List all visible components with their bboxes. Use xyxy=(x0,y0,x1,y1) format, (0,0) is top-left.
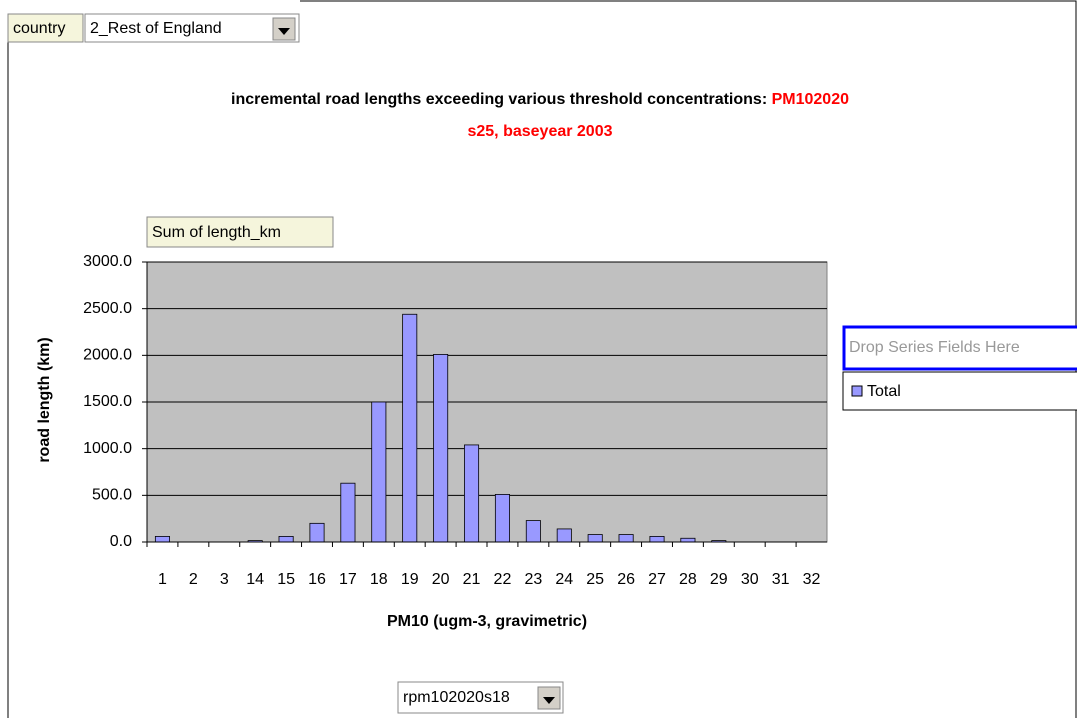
y-tick-label: 0.0 xyxy=(110,533,132,550)
x-tick-label: 28 xyxy=(679,571,697,588)
legend-swatch xyxy=(851,385,863,397)
frame xyxy=(300,0,1077,718)
field-button[interactable] xyxy=(146,216,334,248)
x-tick-label: 26 xyxy=(617,571,635,588)
x-tick-label: 16 xyxy=(308,571,326,588)
data-field: Sum of length_km xyxy=(152,224,281,241)
bar xyxy=(525,520,541,543)
bar xyxy=(464,444,480,543)
bar xyxy=(618,534,634,543)
x-tick-label: 20 xyxy=(432,571,450,588)
bar xyxy=(556,528,572,543)
dropdown[interactable] xyxy=(84,13,300,43)
page-field-name: country xyxy=(13,20,65,37)
bar xyxy=(433,353,449,543)
bar xyxy=(340,482,356,543)
x-tick-label: 21 xyxy=(463,571,481,588)
field-button[interactable] xyxy=(7,13,84,43)
x-tick-label: 1 xyxy=(158,571,167,588)
y-tick-label: 2500.0 xyxy=(83,300,132,317)
bar xyxy=(371,401,387,543)
arrow xyxy=(278,28,290,35)
bar xyxy=(309,522,325,543)
x-tick-label: 30 xyxy=(741,571,759,588)
x-tick-label: 24 xyxy=(555,571,573,588)
bar xyxy=(680,537,696,543)
drop-zone[interactable] xyxy=(842,325,1077,371)
page-field-value: 2_Rest of England xyxy=(90,20,222,37)
x-tick-label: 31 xyxy=(772,571,790,588)
y-tick-label: 2000.0 xyxy=(83,347,132,364)
y-tick-label: 3000.0 xyxy=(83,253,132,270)
bar xyxy=(278,536,294,543)
x-tick-label: 29 xyxy=(710,571,728,588)
bar xyxy=(494,493,510,543)
x-tick-label: 23 xyxy=(524,571,542,588)
bar xyxy=(649,536,665,543)
x-tick-label: 19 xyxy=(401,571,419,588)
x-tick-label: 27 xyxy=(648,571,666,588)
x-tick-label: 14 xyxy=(246,571,264,588)
chart-title: incremental road lengths exceeding vario… xyxy=(231,91,849,108)
dropdown[interactable] xyxy=(397,681,564,714)
drop-zone-label: Drop Series Fields Here xyxy=(849,339,1020,356)
x-tick-label: 22 xyxy=(494,571,512,588)
x-tick-label: 32 xyxy=(803,571,821,588)
x-tick-label: 3 xyxy=(220,571,229,588)
y-tick-label: 500.0 xyxy=(92,487,132,504)
y-axis-title: road length (km) xyxy=(36,337,53,462)
y-tick-label: 1500.0 xyxy=(83,393,132,410)
category-field-value: rpm102020s18 xyxy=(403,689,510,706)
legend xyxy=(842,371,1077,411)
arrow xyxy=(543,697,555,704)
bar xyxy=(154,536,170,543)
x-tick-label: 25 xyxy=(586,571,604,588)
x-tick-label: 18 xyxy=(370,571,388,588)
x-tick-label: 17 xyxy=(339,571,357,588)
bar xyxy=(402,313,418,543)
x-axis-title: PM10 (ugm-3, gravimetric) xyxy=(387,613,587,630)
legend-label[interactable]: Total xyxy=(867,383,901,400)
x-tick-label: 15 xyxy=(277,571,295,588)
y-tick-label: 1000.0 xyxy=(83,440,132,457)
bar xyxy=(587,534,603,543)
chart-subtitle: s25, baseyear 2003 xyxy=(467,123,612,140)
x-tick-label: 2 xyxy=(189,571,198,588)
